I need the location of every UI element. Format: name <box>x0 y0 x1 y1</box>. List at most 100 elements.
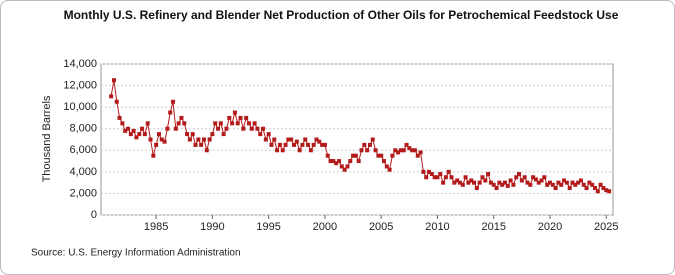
point-marker <box>500 182 505 187</box>
point-marker <box>522 175 527 180</box>
point-marker <box>331 159 336 164</box>
point-marker <box>148 137 153 142</box>
point-marker <box>483 178 488 183</box>
point-marker <box>258 132 263 137</box>
point-marker <box>199 142 204 147</box>
point-marker <box>266 132 271 137</box>
point-marker <box>443 175 448 180</box>
point-marker <box>193 142 198 147</box>
point-marker <box>275 148 280 153</box>
point-marker <box>432 175 437 180</box>
point-marker <box>252 121 257 126</box>
point-marker <box>336 159 341 164</box>
point-marker <box>519 178 524 183</box>
point-marker <box>142 132 147 137</box>
point-marker <box>140 126 145 131</box>
point-marker <box>592 186 597 191</box>
point-marker <box>126 126 131 131</box>
point-marker <box>595 189 600 194</box>
point-marker <box>179 115 184 120</box>
point-marker <box>517 172 522 177</box>
point-marker <box>109 94 114 99</box>
point-marker <box>311 142 316 147</box>
point-marker <box>269 142 274 147</box>
point-marker <box>545 182 550 187</box>
point-marker <box>533 177 538 182</box>
point-marker <box>446 169 451 174</box>
point-marker <box>190 132 195 137</box>
point-marker <box>362 142 367 147</box>
point-marker <box>556 180 561 185</box>
point-marker <box>382 159 387 164</box>
point-marker <box>320 142 325 147</box>
y-tick-label: 8,000 <box>69 123 97 135</box>
point-marker <box>472 180 477 185</box>
point-marker <box>314 137 319 142</box>
point-marker <box>590 182 595 187</box>
point-marker <box>410 148 415 153</box>
point-marker <box>345 164 350 169</box>
point-marker <box>196 137 201 142</box>
point-marker <box>502 180 507 185</box>
point-marker <box>601 186 606 191</box>
plot-area <box>100 63 614 216</box>
point-marker <box>123 128 128 133</box>
point-marker <box>598 182 603 187</box>
point-marker <box>474 186 479 191</box>
point-marker <box>567 186 572 191</box>
point-marker <box>365 148 370 153</box>
point-marker <box>297 148 302 153</box>
point-marker <box>494 186 499 191</box>
point-marker <box>536 180 541 185</box>
point-marker <box>151 153 156 158</box>
point-marker <box>607 189 612 194</box>
point-marker <box>120 121 125 126</box>
point-marker <box>213 121 218 126</box>
point-marker <box>300 142 305 147</box>
point-marker <box>322 142 327 147</box>
point-marker <box>159 137 164 142</box>
point-marker <box>528 182 533 187</box>
point-marker <box>261 126 266 131</box>
point-marker <box>221 132 226 137</box>
point-marker <box>407 146 412 151</box>
point-marker <box>412 148 417 153</box>
y-axis-label: Thousand Barrels <box>41 95 53 182</box>
x-tick-label: 2020 <box>538 221 562 233</box>
point-marker <box>553 186 558 191</box>
point-marker <box>210 132 215 137</box>
point-marker <box>424 175 429 180</box>
point-marker <box>581 182 586 187</box>
point-marker <box>308 148 313 153</box>
point-marker <box>114 99 119 104</box>
point-marker <box>429 172 434 177</box>
point-marker <box>511 182 516 187</box>
point-marker <box>207 137 212 142</box>
point-marker <box>246 121 251 126</box>
point-marker <box>466 180 471 185</box>
point-marker <box>508 178 513 183</box>
point-marker <box>171 99 176 104</box>
point-marker <box>291 142 296 147</box>
x-tick-label: 2005 <box>369 221 393 233</box>
point-marker <box>531 175 536 180</box>
point-marker <box>230 121 235 126</box>
y-tick-label: 6,000 <box>69 144 97 156</box>
point-marker <box>562 178 567 183</box>
point-marker <box>168 110 173 115</box>
point-marker <box>427 169 432 174</box>
point-marker <box>547 180 552 185</box>
point-marker <box>435 175 440 180</box>
point-marker <box>390 153 395 158</box>
x-tick-label: 1990 <box>200 221 224 233</box>
point-marker <box>359 148 364 153</box>
point-marker <box>306 142 311 147</box>
x-tick-label: 1995 <box>256 221 280 233</box>
point-marker <box>587 180 592 185</box>
point-marker <box>514 175 519 180</box>
x-tick-label: 2010 <box>425 221 449 233</box>
point-marker <box>283 142 288 147</box>
point-marker <box>584 186 589 191</box>
point-marker <box>421 169 426 174</box>
point-marker <box>218 121 223 126</box>
